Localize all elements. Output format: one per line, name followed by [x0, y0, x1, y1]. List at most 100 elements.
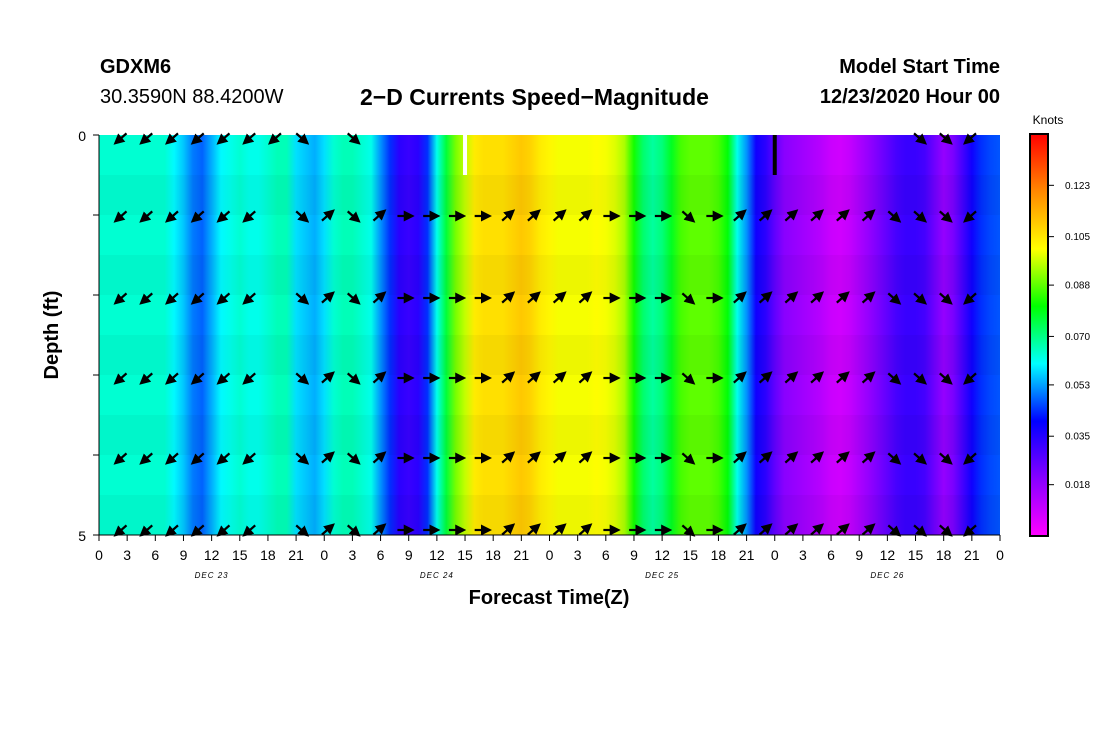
colorbar-tick-label: 0.105 [1065, 232, 1090, 243]
current-vector [165, 292, 179, 305]
x-tick-label: 0 [320, 547, 328, 563]
current-vector [758, 451, 773, 464]
current-vector [190, 210, 205, 223]
current-vector [784, 209, 799, 222]
current-vector [113, 524, 128, 537]
station-id: GDXM6 [100, 56, 172, 78]
current-vector [321, 371, 335, 384]
current-vector [190, 372, 205, 385]
current-vector [527, 209, 541, 222]
current-vector [681, 524, 696, 537]
current-vector [578, 291, 593, 304]
current-vector [139, 210, 153, 223]
current-vector [139, 372, 153, 385]
colorbar-tick-label: 0.018 [1065, 480, 1090, 491]
x-tick-label: 21 [964, 547, 980, 563]
current-vector [295, 292, 310, 305]
current-vector [346, 132, 361, 145]
current-vector [216, 132, 231, 145]
x-tick-label: 15 [908, 547, 924, 563]
current-vector [242, 372, 256, 385]
depth-band [99, 415, 1000, 455]
date-label: DEC 24 [420, 571, 454, 580]
current-vector [836, 451, 850, 464]
current-vector [963, 210, 977, 223]
date-label: DEC 25 [645, 571, 679, 580]
x-tick-label: 3 [799, 547, 807, 563]
current-vector [758, 291, 773, 304]
current-vector [913, 372, 928, 385]
current-vector [346, 292, 361, 305]
current-vector [810, 371, 825, 384]
depth-band [99, 335, 1000, 375]
current-vector [346, 372, 361, 385]
x-tick-label: 6 [602, 547, 610, 563]
heatmap-plot [99, 135, 1000, 535]
x-tick-label: 9 [405, 547, 413, 563]
colorbar-rect [1029, 133, 1049, 537]
current-vector [733, 523, 747, 536]
current-vector [139, 452, 153, 465]
current-vector [139, 292, 153, 305]
current-vector [346, 524, 361, 537]
current-vector [913, 524, 928, 537]
current-vector [113, 292, 128, 305]
current-vector [861, 291, 876, 304]
depth-band [99, 175, 1000, 215]
colorbar: Knots 0.123 0.105 0.088 0.070 0.053 0.035 0.018 [1029, 113, 1090, 537]
current-vector [113, 210, 128, 223]
current-vector [113, 452, 128, 465]
current-vector [758, 209, 773, 222]
current-vector [216, 524, 231, 537]
current-vector [527, 451, 541, 464]
current-vector [216, 372, 231, 385]
x-tick-label: 15 [457, 547, 473, 563]
current-vector [552, 523, 567, 536]
current-vector [681, 292, 696, 305]
x-tick-label: 12 [204, 547, 220, 563]
y-axis-title: Depth (ft) [41, 291, 63, 380]
x-tick-label: 15 [232, 547, 248, 563]
current-vectors [113, 132, 977, 537]
x-tick-label: 18 [936, 547, 952, 563]
current-vector [242, 452, 256, 465]
x-tick-label: 3 [123, 547, 131, 563]
current-vector [295, 524, 310, 537]
current-vector [887, 524, 902, 537]
current-vector [963, 524, 977, 537]
current-vector [242, 292, 256, 305]
time-marker-2 [772, 135, 777, 175]
x-tick-label: 9 [855, 547, 863, 563]
current-vector [887, 292, 902, 305]
current-vector [836, 209, 850, 222]
x-tick-label: 3 [349, 547, 357, 563]
colorbar-tick-label: 0.053 [1065, 380, 1090, 391]
current-vector [242, 132, 256, 145]
current-vector [963, 292, 977, 305]
y-tick-label: 0 [78, 128, 86, 144]
x-tick-label: 18 [260, 547, 276, 563]
current-vector [733, 451, 747, 464]
current-vector [321, 291, 335, 304]
current-vector [321, 451, 335, 464]
current-vector [372, 523, 387, 536]
current-vector [501, 523, 516, 536]
current-vector [913, 210, 928, 223]
x-tick-label: 6 [377, 547, 385, 563]
current-vector [321, 209, 335, 222]
current-vector [552, 371, 567, 384]
current-vector [321, 523, 335, 536]
current-vector [836, 523, 850, 536]
colorbar-tick-label: 0.035 [1065, 432, 1090, 443]
current-vector [861, 209, 876, 222]
current-vector [887, 372, 902, 385]
current-vector [552, 209, 567, 222]
x-tick-label: 21 [288, 547, 304, 563]
x-tick-label: 15 [682, 547, 698, 563]
current-vector [527, 291, 541, 304]
current-vector [810, 209, 825, 222]
current-vector [267, 132, 282, 145]
current-vector [784, 291, 799, 304]
